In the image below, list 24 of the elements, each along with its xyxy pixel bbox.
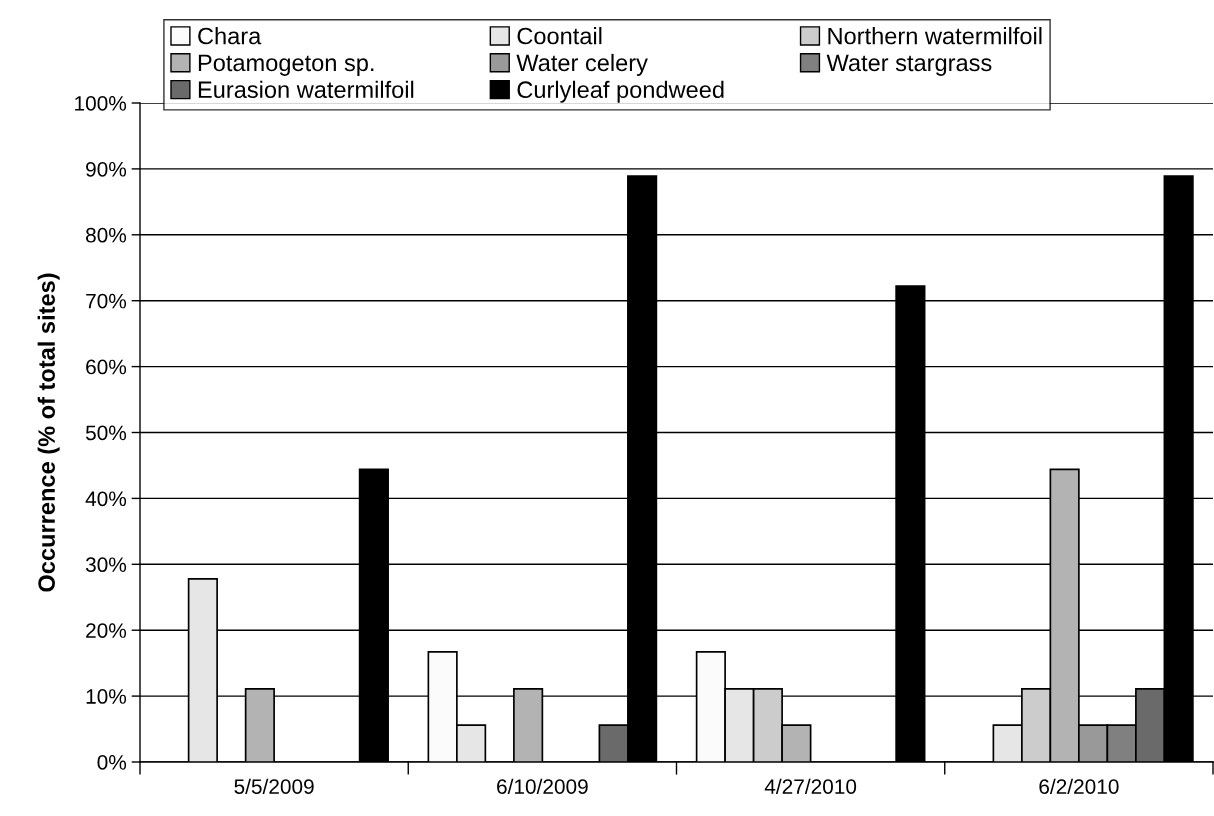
y-tick-label: 0% [97,755,127,770]
legend-label: Water celery [516,53,648,76]
y-tick-label: 20% [86,623,127,638]
y-tick-label: 80% [86,227,127,243]
y-tick-label: 10% [86,689,127,704]
y-tick-label: 90% [86,161,127,177]
legend-label: Coontail [517,27,602,45]
y-tick-label: 100% [75,96,127,111]
legend-label: Eurasion watermilfoil [198,80,414,99]
legend-label: Northern watermilfoil [828,27,1042,45]
y-tick-label: 40% [85,491,127,507]
y-tick-label: 70% [86,293,127,309]
x-tick-label: 6/10/2009 [497,778,588,794]
y-tick-label: 50% [85,425,127,441]
x-tick-label: 4/27/2010 [764,778,857,794]
y-tick-label: 60% [86,359,127,375]
y-axis-title: Occurrence (% of total sites) [37,273,60,592]
x-tick-label: 5/5/2009 [234,778,314,794]
legend-label: Chara [198,27,262,45]
y-tick-label: 30% [85,557,127,573]
legend-label: Potamogeton sp. [198,54,374,76]
legend-label: Curlyleaf pondweed [517,80,724,103]
legend-label: Water stargrass [826,54,992,76]
x-tick-label: 6/2/2010 [1039,778,1119,794]
